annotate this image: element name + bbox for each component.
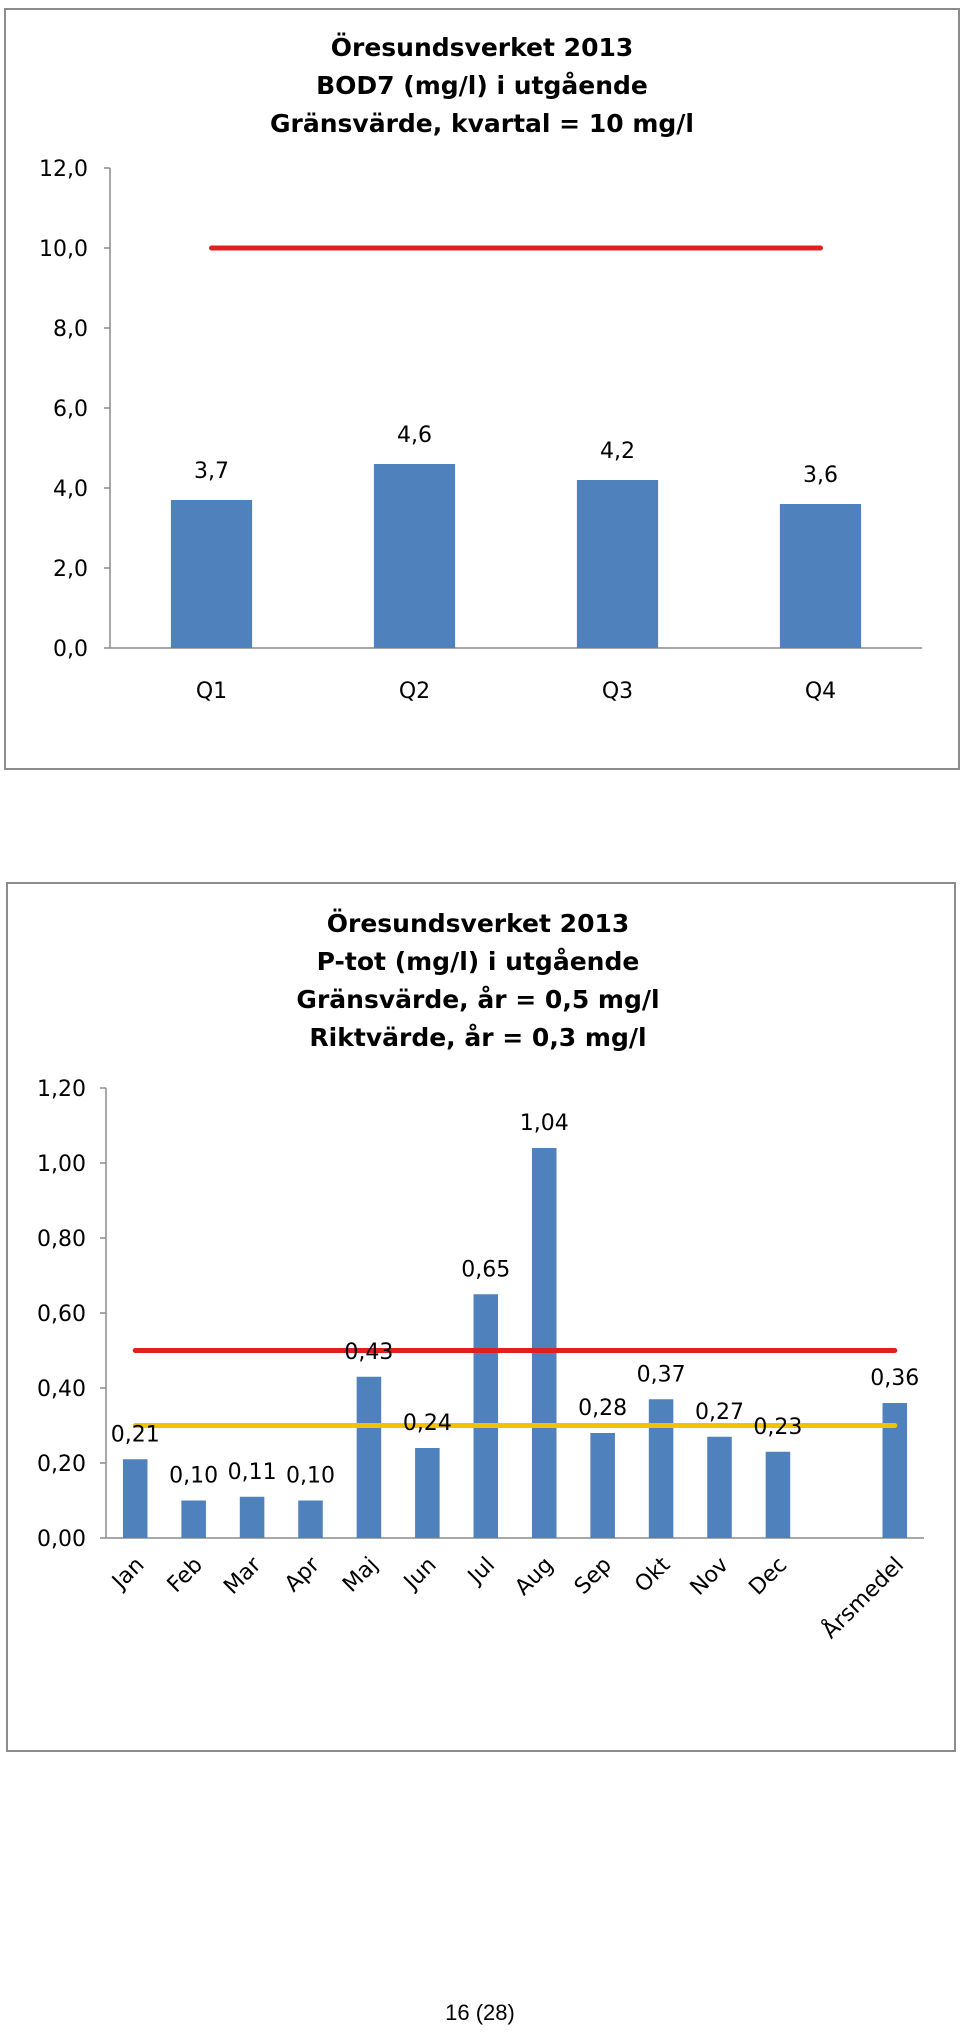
bar (170, 500, 253, 648)
y-tick-label: 12,0 (39, 157, 88, 182)
data-label: 1,04 (520, 1111, 569, 1136)
data-label: 0,10 (169, 1464, 218, 1489)
chart-title-line-1: Öresundsverket 2013 (327, 908, 630, 938)
page-number: 16 (28) (445, 2000, 515, 2025)
reference-lines (132, 1348, 898, 1428)
chart-title: Öresundsverket 2013 BOD7 (mg/l) i utgåen… (270, 32, 694, 138)
data-label: 4,6 (397, 423, 432, 448)
y-tick-label: 0,00 (37, 1527, 86, 1552)
bars (170, 464, 862, 648)
bar (707, 1436, 732, 1538)
data-label: 0,21 (111, 1422, 160, 1447)
category-label: Mar (219, 1552, 267, 1600)
y-tick-label: 0,40 (37, 1377, 86, 1402)
category-label: Q2 (399, 679, 430, 704)
category-label: Jul (462, 1553, 500, 1591)
data-label: 0,11 (228, 1460, 277, 1485)
data-label: 0,10 (286, 1464, 335, 1489)
category-label: Maj (338, 1553, 383, 1598)
category-label: Feb (163, 1553, 208, 1598)
data-label: 0,23 (753, 1415, 802, 1440)
y-tick-label: 1,20 (37, 1077, 86, 1102)
bar (648, 1399, 674, 1538)
category-labels: Q1 Q2 Q3 Q4 (196, 679, 836, 704)
chart-title: Öresundsverket 2013 P-tot (mg/l) i utgåe… (296, 908, 659, 1052)
bod7-chart: Öresundsverket 2013 BOD7 (mg/l) i utgåen… (4, 8, 960, 770)
bar (298, 1500, 323, 1538)
bar (239, 1496, 265, 1538)
bar (356, 1376, 382, 1538)
data-label: 0,27 (695, 1400, 744, 1425)
data-labels: 3,7 4,6 4,2 3,6 (194, 423, 838, 488)
axes: 0,0 2,0 4,0 6,0 8,0 10,0 12,0 (39, 157, 922, 662)
data-label: 0,36 (870, 1366, 919, 1391)
data-label: 0,24 (403, 1411, 452, 1436)
y-tick-label: 2,0 (53, 557, 88, 582)
category-label: Jan (106, 1553, 149, 1596)
category-label: Q3 (602, 679, 633, 704)
bar (181, 1500, 206, 1538)
category-label: Nov (686, 1553, 734, 1601)
data-label: 3,7 (194, 459, 229, 484)
bar (373, 464, 456, 648)
chart-title-line-2: BOD7 (mg/l) i utgående (316, 71, 648, 100)
data-label: 0,65 (461, 1257, 510, 1282)
y-tick-label: 0,80 (37, 1227, 86, 1252)
data-label: 3,6 (803, 463, 838, 488)
category-label: Dec (744, 1553, 792, 1601)
data-label: 4,2 (600, 439, 635, 464)
chart-title-line-3: Gränsvärde, år = 0,5 mg/l (296, 985, 659, 1014)
y-tick-label: 10,0 (39, 237, 88, 262)
bar (415, 1448, 440, 1538)
bars (122, 1148, 908, 1538)
y-tick-label: 6,0 (53, 397, 88, 422)
data-labels: 0,21 0,10 0,11 0,10 0,43 0,24 0,65 1,04 0,28 0,37… (111, 1111, 920, 1489)
chart-title-line-1: Öresundsverket 2013 (331, 32, 634, 62)
data-label: 0,43 (344, 1340, 393, 1365)
bar (576, 480, 659, 648)
bar (590, 1433, 615, 1538)
category-labels: Jan Feb Mar Apr Maj Jun Jul Aug Sep Okt Nov Dec Årsm… (106, 1551, 909, 1644)
y-tick-label: 0,60 (37, 1302, 86, 1327)
bar (473, 1294, 499, 1538)
data-label: 0,28 (578, 1396, 627, 1421)
chart-title-line-3: Gränsvärde, kvartal = 10 mg/l (270, 109, 694, 138)
data-label: 0,37 (637, 1362, 686, 1387)
y-tick-label: 4,0 (53, 477, 88, 502)
chart-title-line-4: Riktvärde, år = 0,3 mg/l (309, 1023, 646, 1052)
y-tick-label: 0,0 (53, 637, 88, 662)
category-label: Jun (398, 1553, 441, 1596)
category-label: Okt (630, 1552, 675, 1597)
bar (779, 504, 862, 648)
y-tick-label: 8,0 (53, 317, 88, 342)
category-label: Q1 (196, 679, 227, 704)
category-label: Sep (570, 1553, 617, 1600)
ptot-chart: Öresundsverket 2013 P-tot (mg/l) i utgåe… (6, 882, 956, 1752)
bod7-chart-svg: Öresundsverket 2013 BOD7 (mg/l) i utgåen… (39, 32, 922, 704)
category-label: Aug (510, 1553, 558, 1601)
bar (765, 1451, 791, 1538)
bar (531, 1148, 557, 1538)
category-label: Apr (280, 1552, 325, 1597)
y-tick-label: 0,20 (37, 1452, 86, 1477)
category-label: Årsmedel (816, 1551, 909, 1644)
y-tick-label: 1,00 (37, 1152, 86, 1177)
category-label: Q4 (805, 679, 836, 704)
chart-title-line-2: P-tot (mg/l) i utgående (317, 947, 640, 976)
ptot-chart-svg: Öresundsverket 2013 P-tot (mg/l) i utgåe… (37, 908, 924, 1644)
bar (122, 1459, 148, 1538)
